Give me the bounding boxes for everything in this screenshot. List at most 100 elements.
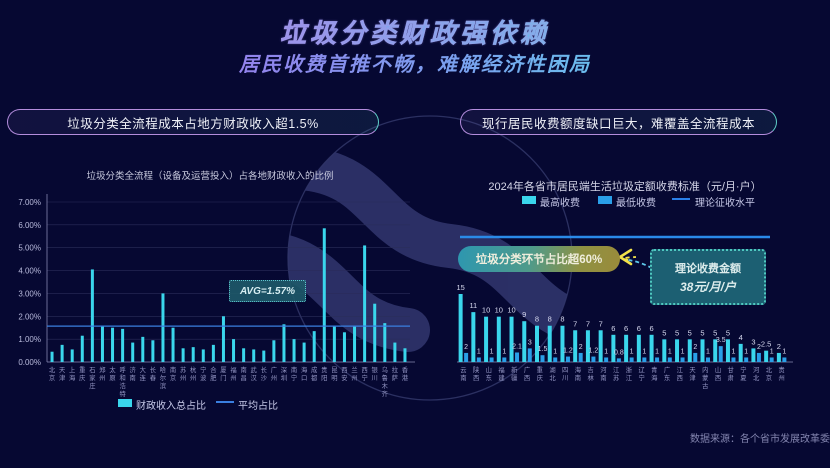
- svg-text:1: 1: [630, 348, 634, 355]
- svg-text:3: 3: [528, 339, 532, 346]
- svg-text:苏: 苏: [613, 373, 619, 382]
- svg-text:7: 7: [573, 319, 577, 328]
- svg-text:南: 南: [600, 373, 606, 382]
- svg-text:1: 1: [732, 348, 736, 355]
- svg-text:南: 南: [460, 373, 466, 382]
- svg-text:1: 1: [668, 348, 672, 355]
- svg-text:2: 2: [579, 344, 583, 351]
- svg-text:6: 6: [637, 324, 641, 333]
- svg-text:3: 3: [751, 337, 755, 346]
- svg-text:北: 北: [753, 374, 760, 382]
- svg-text:6: 6: [611, 324, 615, 333]
- svg-text:内: 内: [702, 365, 708, 374]
- svg-text:2: 2: [464, 344, 468, 351]
- svg-text:8: 8: [535, 315, 539, 324]
- svg-text:新: 新: [511, 365, 518, 374]
- svg-text:海: 海: [575, 365, 582, 374]
- svg-text:1.5: 1.5: [538, 346, 548, 353]
- svg-text:北: 北: [549, 374, 556, 382]
- svg-text:6: 6: [624, 324, 628, 333]
- svg-text:吉: 吉: [588, 366, 594, 374]
- svg-text:9: 9: [522, 310, 526, 319]
- svg-text:10: 10: [482, 306, 490, 315]
- svg-text:7: 7: [599, 319, 603, 328]
- svg-text:1.2: 1.2: [563, 348, 573, 355]
- svg-text:福: 福: [498, 365, 504, 374]
- svg-text:肃: 肃: [728, 373, 734, 382]
- svg-text:青: 青: [651, 365, 657, 374]
- svg-text:疆: 疆: [511, 374, 518, 382]
- svg-text:河: 河: [600, 366, 607, 374]
- svg-text:天: 天: [689, 366, 696, 374]
- svg-text:1: 1: [490, 348, 494, 355]
- svg-text:10: 10: [495, 306, 503, 315]
- svg-text:1: 1: [681, 348, 685, 355]
- svg-text:林: 林: [588, 373, 595, 382]
- svg-text:1: 1: [770, 348, 774, 355]
- svg-text:5: 5: [662, 328, 666, 337]
- svg-text:6: 6: [649, 324, 653, 333]
- svg-text:2.5: 2.5: [761, 340, 771, 349]
- svg-text:河: 河: [753, 366, 760, 374]
- svg-text:浙: 浙: [626, 365, 633, 374]
- svg-text:湖: 湖: [549, 365, 555, 374]
- svg-text:5: 5: [713, 328, 717, 337]
- svg-text:山: 山: [486, 365, 492, 374]
- svg-text:1.2: 1.2: [589, 348, 599, 355]
- svg-text:重: 重: [537, 366, 543, 374]
- svg-text:四: 四: [562, 366, 568, 374]
- svg-text:2: 2: [693, 344, 697, 351]
- svg-text:东: 东: [664, 373, 670, 382]
- svg-text:10: 10: [507, 306, 515, 315]
- svg-text:宁: 宁: [740, 365, 746, 374]
- svg-text:东: 东: [486, 373, 492, 382]
- svg-text:西: 西: [677, 374, 683, 382]
- svg-text:陕: 陕: [473, 365, 480, 374]
- svg-text:1: 1: [782, 348, 786, 355]
- svg-text:2.1: 2.1: [512, 343, 522, 350]
- svg-text:山: 山: [715, 365, 721, 374]
- svg-text:庆: 庆: [537, 373, 544, 382]
- svg-text:8: 8: [548, 315, 552, 324]
- svg-text:1: 1: [642, 348, 646, 355]
- svg-text:海: 海: [651, 373, 658, 382]
- svg-text:古: 古: [702, 381, 708, 390]
- svg-text:1: 1: [553, 348, 557, 355]
- svg-text:蒙: 蒙: [702, 373, 708, 382]
- svg-text:11: 11: [469, 301, 477, 310]
- svg-text:5: 5: [700, 328, 704, 337]
- svg-text:宁: 宁: [638, 373, 644, 382]
- svg-text:京: 京: [766, 373, 772, 382]
- svg-text:1: 1: [706, 348, 710, 355]
- svg-text:南: 南: [575, 373, 581, 382]
- svg-text:2: 2: [777, 342, 781, 351]
- svg-text:建: 建: [498, 373, 505, 382]
- svg-text:5: 5: [675, 328, 679, 337]
- svg-text:广: 广: [664, 365, 670, 374]
- svg-text:江: 江: [677, 366, 684, 374]
- svg-text:3.5: 3.5: [716, 337, 726, 344]
- svg-text:5: 5: [688, 328, 692, 337]
- svg-text:1: 1: [604, 348, 608, 355]
- svg-text:15: 15: [456, 283, 464, 292]
- svg-text:江: 江: [613, 366, 620, 374]
- svg-text:江: 江: [626, 374, 633, 382]
- svg-text:川: 川: [562, 375, 568, 382]
- svg-text:夏: 夏: [740, 374, 747, 382]
- svg-text:津: 津: [689, 374, 696, 382]
- svg-text:7: 7: [586, 319, 590, 328]
- svg-text:甘: 甘: [728, 365, 734, 374]
- svg-text:西: 西: [473, 374, 479, 382]
- svg-text:1: 1: [502, 348, 506, 355]
- svg-text:贵: 贵: [778, 365, 784, 374]
- svg-text:5: 5: [726, 328, 730, 337]
- svg-text:1: 1: [744, 348, 748, 355]
- svg-text:西: 西: [715, 374, 721, 382]
- svg-text:北: 北: [766, 366, 773, 374]
- svg-text:辽: 辽: [638, 366, 645, 374]
- svg-text:8: 8: [560, 315, 564, 324]
- svg-text:1: 1: [477, 348, 481, 355]
- svg-text:1: 1: [655, 348, 659, 355]
- svg-text:广: 广: [524, 365, 530, 374]
- svg-text:云: 云: [460, 366, 466, 374]
